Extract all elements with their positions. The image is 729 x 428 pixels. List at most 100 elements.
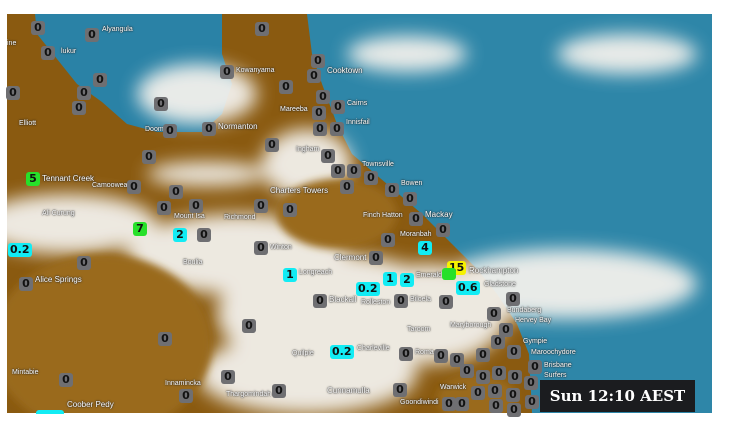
rain-marker[interactable]: 0 <box>321 149 335 163</box>
rain-marker[interactable]: 0 <box>312 106 326 120</box>
rain-marker[interactable]: 4 <box>418 241 432 255</box>
place-label: Alyangula <box>102 26 133 33</box>
rain-marker[interactable]: 0 <box>507 403 521 417</box>
rain-marker[interactable]: 0 <box>311 54 325 68</box>
rain-marker[interactable]: 0 <box>283 203 297 217</box>
rain-marker[interactable]: 0 <box>476 348 490 362</box>
rain-marker[interactable]: 0 <box>242 319 256 333</box>
rain-marker[interactable]: 0 <box>77 86 91 100</box>
rain-marker[interactable]: 0 <box>158 332 172 346</box>
rain-marker[interactable]: 0 <box>202 122 216 136</box>
rain-marker[interactable]: 0 <box>491 335 505 349</box>
rain-marker[interactable]: 0 <box>85 28 99 42</box>
place-label: Taroom <box>407 326 431 333</box>
rain-marker[interactable]: 0 <box>460 364 474 378</box>
rain-marker[interactable]: 0 <box>403 192 417 206</box>
rain-marker[interactable]: 0 <box>265 138 279 152</box>
rain-marker[interactable]: 7 <box>133 222 147 236</box>
rain-marker[interactable]: 0 <box>272 384 286 398</box>
rain-marker[interactable]: 0 <box>179 389 193 403</box>
rain-marker[interactable]: 0 <box>488 384 502 398</box>
place-label: Coober Pedy <box>67 400 114 409</box>
rain-marker[interactable]: 0 <box>476 370 490 384</box>
rain-marker[interactable]: 1 <box>283 268 297 282</box>
rain-marker[interactable]: 0 <box>197 228 211 242</box>
rain-marker[interactable]: 0 <box>499 323 513 337</box>
rain-marker[interactable]: 0 <box>347 164 361 178</box>
rain-marker[interactable]: 0 <box>385 183 399 197</box>
rain-marker[interactable]: 0 <box>6 86 20 100</box>
rain-marker[interactable]: 0 <box>313 294 327 308</box>
rain-marker[interactable]: 0 <box>369 251 383 265</box>
place-label: Elliott <box>19 120 37 127</box>
rain-marker[interactable]: 0 <box>442 397 456 411</box>
rain-marker[interactable]: 0 <box>393 383 407 397</box>
rain-marker[interactable]: 2 <box>400 273 414 287</box>
rain-marker[interactable]: 0 <box>409 212 423 226</box>
place-label: Mount Isa <box>174 213 205 220</box>
rain-marker[interactable]: 0 <box>439 295 453 309</box>
rain-marker[interactable]: 0.2 <box>330 345 354 359</box>
rain-marker[interactable]: 0 <box>93 73 107 87</box>
place-label: Mackay <box>425 210 453 219</box>
rain-marker[interactable]: 0 <box>528 360 542 374</box>
rain-marker[interactable]: 0 <box>163 124 177 138</box>
rain-marker[interactable]: 0 <box>157 201 171 215</box>
rain-marker[interactable]: 0 <box>506 388 520 402</box>
rain-marker[interactable]: 0.2 <box>356 282 380 296</box>
place-label: Thargomindah <box>226 391 272 398</box>
rain-marker[interactable]: 0 <box>331 100 345 114</box>
rain-marker-green-partial[interactable] <box>442 268 456 280</box>
rain-marker[interactable]: 0 <box>31 21 45 35</box>
rain-marker[interactable]: 0 <box>507 345 521 359</box>
rain-marker[interactable]: 0 <box>77 256 91 270</box>
place-label: Warwick <box>440 384 467 391</box>
rain-marker[interactable]: 0 <box>220 65 234 79</box>
rain-marker[interactable]: 0 <box>394 294 408 308</box>
rain-marker[interactable]: 0 <box>316 90 330 104</box>
rain-marker[interactable]: 0 <box>189 199 203 213</box>
rain-marker[interactable]: 0 <box>524 376 538 390</box>
rain-marker[interactable]: 0 <box>525 395 539 409</box>
rain-marker[interactable]: 0 <box>455 397 469 411</box>
rain-marker[interactable]: 0 <box>364 171 378 185</box>
rain-marker[interactable]: 0.6 <box>456 281 480 295</box>
place-label: Normanton <box>218 122 258 131</box>
rain-marker[interactable]: 0 <box>381 233 395 247</box>
rain-marker[interactable]: 0 <box>330 122 344 136</box>
rain-marker[interactable]: 0.2 <box>8 243 32 257</box>
rain-marker[interactable]: 0 <box>331 164 345 178</box>
rain-marker[interactable]: 0 <box>340 180 354 194</box>
rain-marker[interactable]: 0 <box>307 69 321 83</box>
rain-marker[interactable]: 0 <box>450 353 464 367</box>
rain-marker[interactable]: 0 <box>59 373 73 387</box>
place-label: Brisbane <box>544 362 572 369</box>
rain-marker[interactable]: 0 <box>255 22 269 36</box>
rain-marker[interactable]: 0 <box>506 292 520 306</box>
rain-marker[interactable]: 0 <box>41 46 55 60</box>
rain-marker[interactable]: 0 <box>399 347 413 361</box>
rain-marker[interactable]: 0 <box>127 180 141 194</box>
rain-marker[interactable]: 0 <box>254 199 268 213</box>
rain-marker[interactable]: 0 <box>72 101 86 115</box>
rain-marker[interactable]: 0 <box>313 122 327 136</box>
rain-marker[interactable]: 0 <box>471 386 485 400</box>
rain-marker[interactable]: 0 <box>436 223 450 237</box>
rain-marker[interactable]: 0 <box>154 97 168 111</box>
rain-marker[interactable]: 0 <box>492 366 506 380</box>
rain-marker[interactable]: 0 <box>221 370 235 384</box>
rain-marker[interactable]: 0 <box>489 399 503 413</box>
rain-marker[interactable]: 0 <box>142 150 156 164</box>
rain-marker[interactable]: 0 <box>487 307 501 321</box>
rain-marker[interactable]: 0 <box>169 185 183 199</box>
rain-marker[interactable]: 1 <box>383 272 397 286</box>
rain-radar-map[interactable]: ine lukur Alyangula Kowanyama Cooktown M… <box>7 14 712 413</box>
rain-marker[interactable]: 2 <box>173 228 187 242</box>
rain-marker[interactable]: 0 <box>434 349 448 363</box>
rain-marker[interactable]: 5 <box>26 172 40 186</box>
rain-marker[interactable]: 0 <box>254 241 268 255</box>
rain-marker[interactable]: 0 <box>279 80 293 94</box>
rain-marker[interactable]: 0 <box>19 277 33 291</box>
rain-marker-partial[interactable] <box>36 410 64 414</box>
rain-marker[interactable]: 0 <box>508 370 522 384</box>
